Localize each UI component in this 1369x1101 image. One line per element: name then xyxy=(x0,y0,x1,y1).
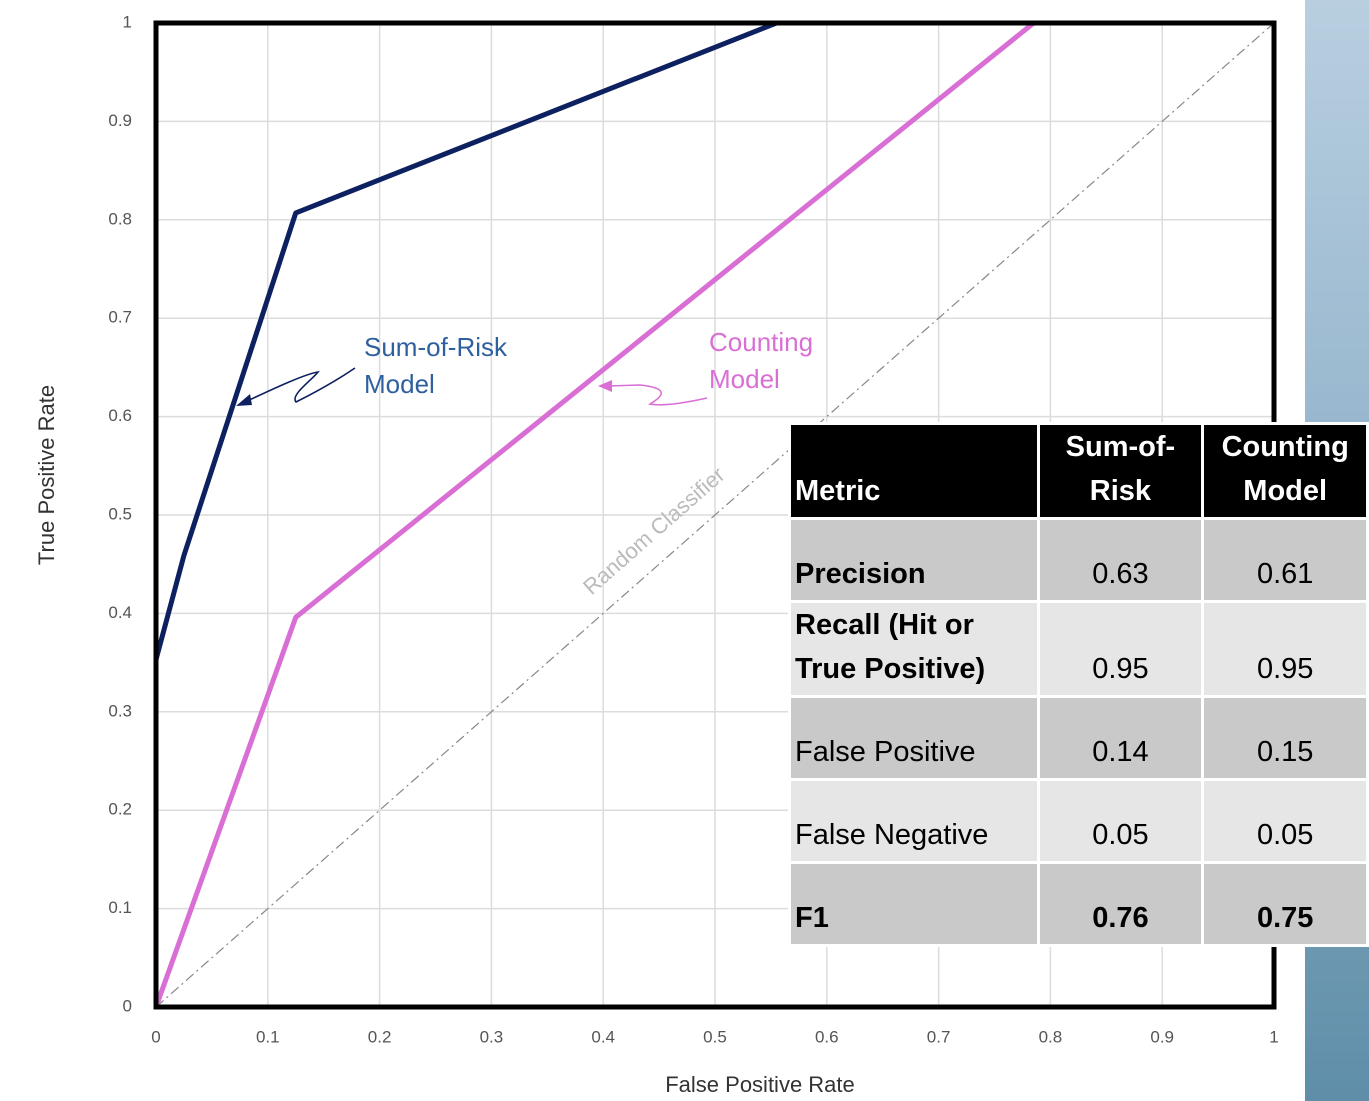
metric-value: 0.76 xyxy=(1038,863,1203,946)
header-cell: Sum-of-Risk xyxy=(1038,424,1203,519)
metric-value: 0.63 xyxy=(1038,519,1203,602)
metric-label: F1 xyxy=(790,863,1039,946)
header-cell: Counting Model xyxy=(1203,424,1368,519)
x-tick-label: 0.4 xyxy=(591,1027,615,1046)
metric-label: False Positive xyxy=(790,697,1039,780)
x-tick-label: 0.8 xyxy=(1039,1027,1063,1046)
y-tick-label: 1 xyxy=(123,12,132,31)
x-tick-label: 0.9 xyxy=(1150,1027,1174,1046)
annotation: Counting Model xyxy=(709,324,849,398)
x-tick-label: 0 xyxy=(151,1027,160,1046)
y-tick-label: 0.8 xyxy=(108,209,132,228)
metric-value: 0.61 xyxy=(1203,519,1368,602)
x-tick-label: 0.1 xyxy=(256,1027,280,1046)
page: True Positive Rate False Positive Rate 0… xyxy=(0,0,1369,1101)
metric-value: 0.95 xyxy=(1203,602,1368,697)
x-tick-label: 0.6 xyxy=(815,1027,839,1046)
y-tick-label: 0.3 xyxy=(108,701,132,720)
y-tick-label: 0.1 xyxy=(108,898,132,917)
x-tick-label: 1 xyxy=(1269,1027,1278,1046)
metric-value: 0.14 xyxy=(1038,697,1203,780)
metric-value: 0.15 xyxy=(1203,697,1368,780)
metric-label: False Negative xyxy=(790,780,1039,863)
x-tick-label: 0.3 xyxy=(480,1027,504,1046)
metric-value: 0.05 xyxy=(1038,780,1203,863)
metric-label: Precision xyxy=(790,519,1039,602)
y-tick-label: 0.9 xyxy=(108,111,132,130)
y-axis-label: True Positive Rate xyxy=(34,385,59,565)
y-tick-label: 0 xyxy=(123,996,132,1015)
x-tick-label: 0.2 xyxy=(368,1027,392,1046)
x-tick-label: 0.5 xyxy=(703,1027,727,1046)
metric-value: 0.05 xyxy=(1203,780,1368,863)
y-tick-label: 0.6 xyxy=(108,406,132,425)
metric-label: Recall (Hit or True Positive) xyxy=(790,602,1039,697)
x-axis-label: False Positive Rate xyxy=(665,1072,855,1097)
annotation: Sum-of-Risk Model xyxy=(364,329,554,403)
header-cell: Metric xyxy=(790,424,1039,519)
y-tick-label: 0.5 xyxy=(108,504,132,523)
y-tick-label: 0.2 xyxy=(108,800,132,819)
metric-value: 0.95 xyxy=(1038,602,1203,697)
y-tick-label: 0.7 xyxy=(108,308,132,327)
x-tick-label: 0.7 xyxy=(927,1027,951,1046)
y-tick-label: 0.4 xyxy=(108,603,132,622)
metric-value: 0.75 xyxy=(1203,863,1368,946)
